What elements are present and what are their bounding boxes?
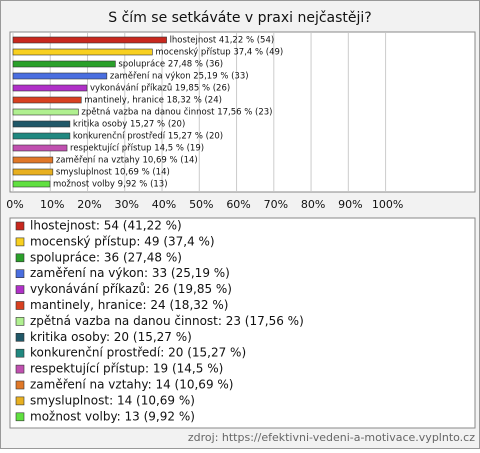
x-tick-label: 30%: [115, 198, 139, 211]
x-tick-label: 90%: [338, 198, 362, 211]
legend-entry: možnost volby: 13 (9,92 %): [30, 409, 195, 423]
x-tick-label: 10%: [40, 198, 64, 211]
data-label: zaměření na výkon 25,19 % (33): [110, 72, 249, 82]
data-label: zaměření na vztahy 10,69 % (14): [56, 156, 198, 166]
legend-swatch: [15, 332, 25, 342]
legend-entry: spolupráce: 36 (27,48 %): [30, 250, 182, 264]
data-label: lhostejnost 41,22 % (54): [170, 36, 275, 46]
legend-entry: lhostejnost: 54 (41,22 %): [30, 219, 182, 233]
legend-swatch: [15, 396, 25, 406]
data-label: zpětná vazba na danou činnost 17,56 % (2…: [81, 107, 272, 118]
x-tick-label: 80%: [301, 198, 325, 211]
bar: [12, 180, 51, 188]
data-label: konkurenční prostředí 15,27 % (20): [73, 131, 223, 142]
x-tick-label: 40%: [152, 198, 176, 211]
data-label: smysluplnost 10,69 % (14): [56, 168, 170, 178]
x-tick-label: 0%: [6, 198, 23, 211]
source: zdroj: https://efektivni-vedeni-a-motiva…: [188, 431, 475, 444]
bar: [12, 72, 108, 80]
legend-box: [9, 217, 476, 429]
data-label: možnost volby 9,92 % (13): [53, 180, 168, 190]
bar: [12, 156, 54, 164]
legend-swatch: [15, 301, 25, 310]
legend-entry: respektující přístup: 19 (14,5 %): [30, 362, 223, 376]
bar: [12, 60, 116, 68]
data-label: kritika osoby 15,27 % (20): [73, 120, 185, 130]
bar: [12, 48, 153, 56]
bar: [12, 168, 54, 176]
legend-swatch: [15, 285, 25, 294]
legend-entry: konkurenční prostředí: 20 (15,27 %): [30, 346, 246, 360]
legend-swatch: [15, 269, 25, 279]
legend-entry: mocenský přístup: 49 (37,4 %): [30, 234, 215, 248]
legend-swatch: [15, 253, 25, 263]
data-label: mocenský přístup 37,4 % (49): [155, 48, 283, 58]
bar: [12, 36, 167, 44]
legend-entry: zpětná vazba na danou činnost: 23 (17,56…: [30, 314, 304, 328]
legend-swatch: [15, 317, 25, 326]
legend-swatch: [15, 364, 25, 374]
legend-entry: smysluplnost: 14 (10,69 %): [30, 393, 195, 407]
data-label: mantinely, hranice 18,32 % (24): [84, 96, 222, 106]
legend-entry: kritika osoby: 20 (15,27 %): [30, 330, 192, 344]
bar: [12, 120, 71, 128]
legend-swatch: [15, 412, 25, 422]
legend-swatch: [15, 237, 25, 247]
bar: [12, 132, 71, 140]
legend-swatch: [15, 380, 25, 390]
chart-title: S čím se setkáváte v praxi nejčastěji?: [108, 10, 371, 26]
x-tick-label: 60%: [226, 198, 250, 211]
data-label: spolupráce 27,48 % (36): [118, 60, 223, 70]
bar: [12, 144, 68, 152]
x-tick-label: 70%: [264, 198, 288, 211]
x-tick-label: 100%: [372, 198, 403, 211]
x-tick-label: 20%: [77, 198, 101, 211]
bar: [12, 96, 82, 104]
legend-entry: zaměření na výkon: 33 (25,19 %): [30, 266, 230, 280]
data-label: vykonávání příkazů 19,85 % (26): [90, 83, 230, 94]
bar: [12, 84, 88, 92]
legend-entry: zaměření na vztahy: 14 (10,69 %): [30, 378, 233, 392]
legend-swatch: [15, 221, 25, 231]
legend-entry: mantinely, hranice: 24 (18,32 %): [30, 298, 228, 312]
data-label: respektující přístup 14,5 % (19): [70, 144, 204, 154]
legend-entry: vykonávání příkazů: 26 (19,85 %): [30, 282, 232, 296]
x-tick-label: 50%: [189, 198, 213, 211]
legend-swatch: [15, 348, 25, 358]
bar: [12, 108, 79, 116]
